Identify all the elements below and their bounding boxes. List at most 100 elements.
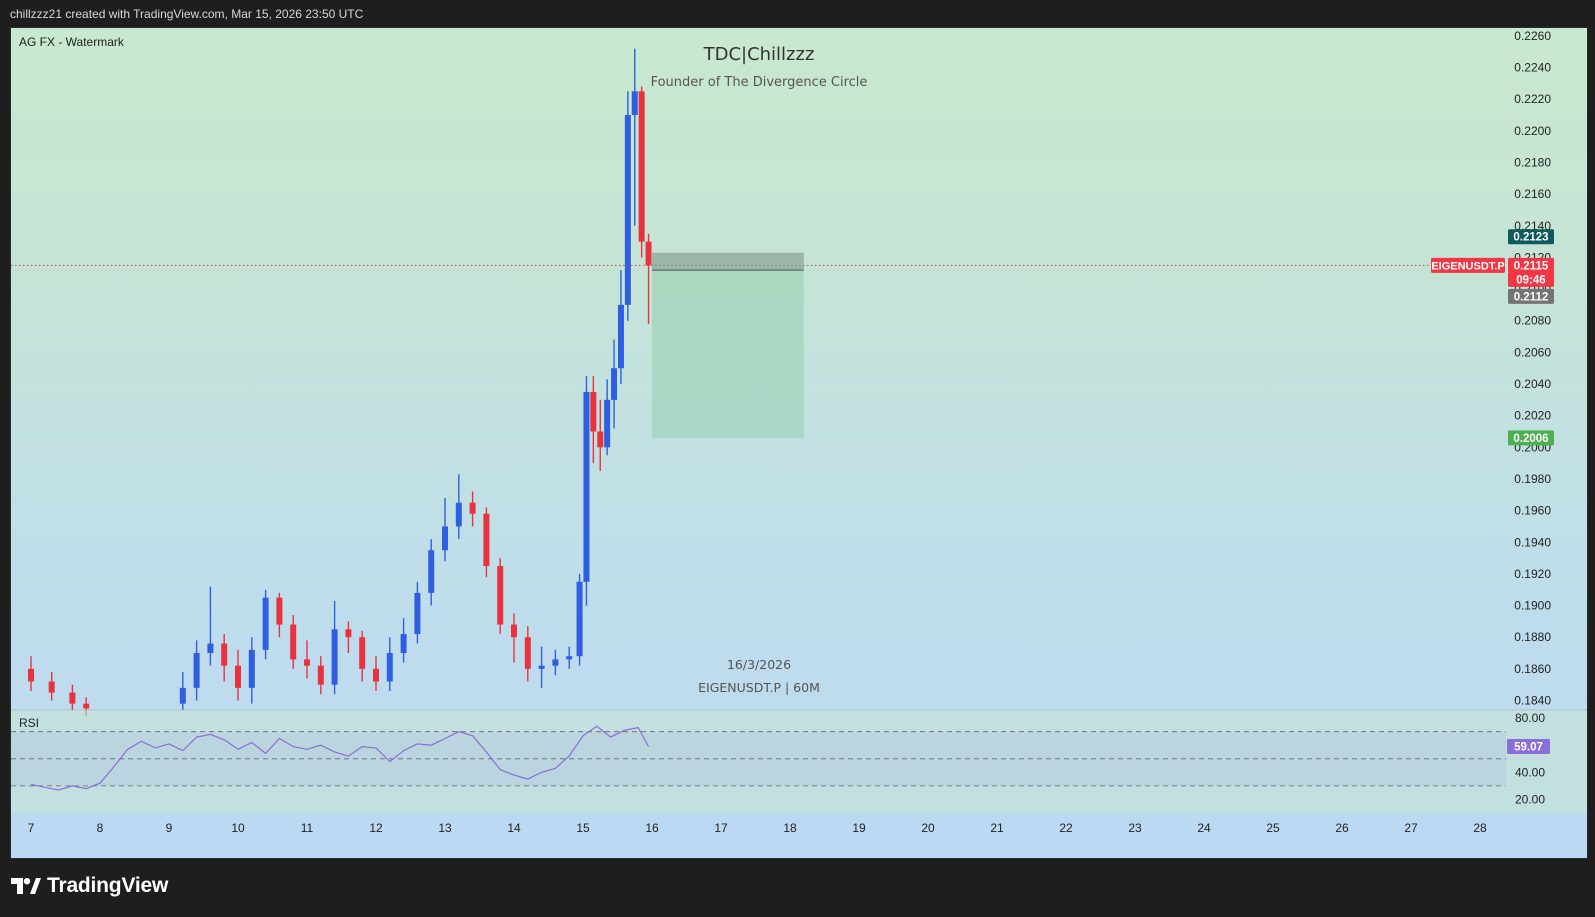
- candle: [317, 656, 324, 695]
- rsi-background: [11, 710, 1587, 813]
- price-axis[interactable]: 0.2260 0.2240 0.2220 0.2200 0.2180 0.2160 0.21…: [1514, 29, 1551, 708]
- target-zone: [652, 252, 804, 438]
- candle: [497, 558, 504, 635]
- countdown-tag-bg: [1508, 271, 1554, 287]
- candle-body: [611, 368, 618, 400]
- time-tick-label: 8: [97, 821, 104, 835]
- candle-body: [617, 304, 624, 369]
- stop-price-tag-bg: [1508, 288, 1554, 304]
- time-tick-label: 13: [438, 821, 452, 835]
- short-position-tool[interactable]: [652, 252, 804, 438]
- price-tick-label: 0.2040: [1514, 377, 1551, 391]
- candle: [262, 589, 269, 660]
- entry-price-tag-text: 0.2123: [1513, 232, 1548, 244]
- candle-body: [414, 592, 421, 635]
- candle: [611, 339, 618, 429]
- time-tick-label: 14: [507, 821, 521, 835]
- candle-body: [48, 681, 55, 693]
- price-tick-label: 0.1960: [1514, 504, 1551, 518]
- entry-price-tag: 0.2123: [1508, 229, 1554, 245]
- entry-price-tag-bg: [1508, 229, 1554, 245]
- candle: [207, 586, 214, 666]
- candle: [386, 637, 393, 692]
- target-price-tag-bg: [1508, 430, 1554, 446]
- candle: [428, 539, 435, 606]
- candle-body: [638, 91, 645, 242]
- time-tick-label: 7: [28, 821, 35, 835]
- candle-body: [428, 550, 435, 593]
- candle-body: [290, 624, 297, 660]
- chart-credit: chillzzz21 created with TradingView.com,…: [10, 7, 364, 21]
- candle: [583, 376, 590, 606]
- price-tick-label: 0.1900: [1514, 599, 1551, 613]
- candle-body: [583, 391, 590, 582]
- candle: [597, 399, 604, 472]
- candle-body: [645, 241, 652, 266]
- price-tick-label: 0.2260: [1514, 29, 1551, 43]
- candle: [400, 618, 407, 663]
- candle: [524, 626, 531, 682]
- rsi-value-tag-text: 59.07: [1514, 741, 1543, 753]
- candle-body: [469, 502, 476, 514]
- candle-body: [179, 687, 186, 704]
- price-tick-label: 0.2200: [1514, 124, 1551, 138]
- candle: [631, 48, 638, 226]
- candle-body: [235, 665, 241, 688]
- candle: [469, 491, 476, 527]
- candle-body: [28, 668, 34, 682]
- candle: [455, 474, 462, 540]
- chart-panel[interactable]: AG FX - Watermark TDC|Chillzzz Founder o…: [10, 27, 1588, 859]
- candle: [179, 672, 186, 710]
- price-tags: 0.2123 0.2115 09:46 0.2112 0.2006 EIGENUSDT.P…: [1431, 229, 1554, 754]
- price-tick-label: 0.1920: [1514, 567, 1551, 581]
- countdown-tag: 09:46: [1508, 271, 1554, 287]
- candle: [69, 684, 76, 710]
- time-axis[interactable]: 7 8 9 10 11 12 13 14 15 16 17 18 19 20 21 22 23 24 25 26 27 2…: [28, 821, 1487, 835]
- candle-body: [331, 629, 338, 685]
- price-tick-label: 0.2220: [1514, 92, 1551, 106]
- watermark-symbol: EIGENUSDT.P | 60M: [698, 680, 820, 695]
- candle-body: [552, 659, 559, 666]
- price-chart[interactable]: AG FX - Watermark TDC|Chillzzz Founder o…: [11, 28, 1587, 858]
- price-tick-label: 0.2240: [1514, 61, 1551, 75]
- candle-body: [576, 581, 583, 657]
- candle-body: [345, 629, 352, 638]
- candle: [604, 379, 611, 456]
- candle-body: [483, 513, 490, 567]
- rsi-value-tag: 59.07: [1507, 738, 1550, 754]
- candle-body: [276, 597, 283, 625]
- current-price-tag: 0.2115: [1508, 257, 1554, 273]
- candle-body: [207, 643, 214, 654]
- rsi-value-tag-bg: [1507, 738, 1550, 754]
- price-tick-label: 0.1880: [1514, 630, 1551, 644]
- time-tick-label: 20: [921, 821, 935, 835]
- current-price-tag-bg: [1508, 257, 1554, 273]
- candles-layer: [11, 48, 1506, 717]
- candle-body: [511, 624, 517, 638]
- current-price-tag-text: 0.2115: [1514, 260, 1549, 272]
- price-tick-label: 0.1980: [1514, 472, 1551, 486]
- indicator-label: AG FX - Watermark: [19, 35, 125, 49]
- candle: [645, 233, 652, 324]
- candle: [359, 630, 366, 682]
- price-tick-label: 0.2080: [1514, 314, 1551, 328]
- target-price-tag-text: 0.2006: [1513, 433, 1548, 445]
- candle-body: [400, 634, 407, 654]
- tradingview-logo: TradingView: [11, 874, 168, 898]
- candle-body: [538, 665, 545, 669]
- time-tick-label: 23: [1128, 821, 1142, 835]
- candle-body: [373, 668, 379, 682]
- rsi-label: RSI: [19, 716, 39, 730]
- price-tick-label: 0.1860: [1514, 662, 1551, 676]
- candle-body: [604, 399, 611, 448]
- countdown-tag-text: 09:46: [1516, 274, 1545, 286]
- time-tick-label: 17: [714, 821, 728, 835]
- candle: [414, 581, 421, 644]
- candle-body: [69, 692, 76, 704]
- candle: [345, 621, 352, 654]
- candle-body: [248, 649, 255, 688]
- rsi-pane[interactable]: RSI 80.00 40.00 20.00: [11, 709, 1587, 813]
- time-tick-label: 11: [301, 821, 314, 835]
- candle-body: [317, 665, 324, 685]
- candle-body: [624, 115, 631, 305]
